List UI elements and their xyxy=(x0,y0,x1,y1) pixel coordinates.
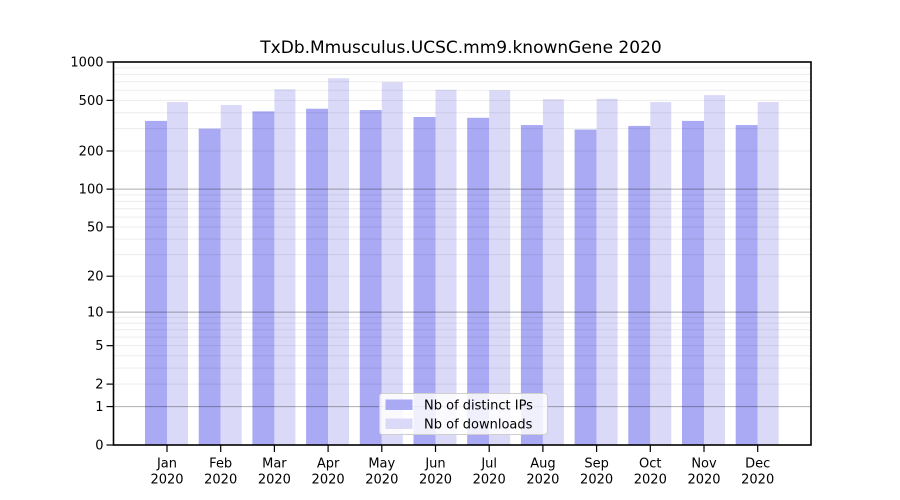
bar-may-distinct-ips xyxy=(359,110,382,446)
y-tick-label: 1000 xyxy=(70,56,103,71)
bar-jul-distinct-ips xyxy=(467,117,490,445)
bar-feb-distinct-ips xyxy=(198,128,221,445)
bar-mar-downloads xyxy=(274,89,296,446)
x-tick-label-month: Jun xyxy=(424,457,445,472)
bar-dec-downloads xyxy=(757,102,779,445)
x-tick-label-year: 2020 xyxy=(150,473,183,488)
bar-jan-downloads xyxy=(167,102,188,445)
bar-sep-downloads xyxy=(596,98,618,446)
x-tick-label-month: Oct xyxy=(639,457,661,472)
legend-label-downloads: Nb of downloads xyxy=(424,418,533,433)
x-tick-label-month: Feb xyxy=(209,457,232,472)
bar-jun-distinct-ips xyxy=(413,117,436,446)
bar-dec-distinct-ips xyxy=(735,125,758,446)
y-tick-label: 5 xyxy=(95,339,103,354)
x-tick-label-month: Nov xyxy=(691,457,717,472)
x-tick-label-month: Sep xyxy=(584,457,609,472)
y-tick-label: 2 xyxy=(95,378,103,393)
y-tick-label: 10 xyxy=(87,306,104,321)
ticks-layer: 10005002001005020105210Jan2020Feb2020Mar… xyxy=(70,56,774,488)
x-tick-label-year: 2020 xyxy=(741,473,774,488)
bar-aug-distinct-ips xyxy=(520,125,543,446)
x-tick-label-year: 2020 xyxy=(580,473,613,488)
y-tick-label: 500 xyxy=(79,94,104,109)
bar-feb-downloads xyxy=(220,104,242,445)
y-tick-label: 200 xyxy=(79,145,104,160)
x-tick-label-year: 2020 xyxy=(473,473,506,488)
y-tick-label: 20 xyxy=(87,270,104,285)
bar-mar-distinct-ips xyxy=(252,111,275,445)
x-tick-label-year: 2020 xyxy=(312,473,345,488)
legend-swatch-downloads xyxy=(385,418,413,429)
chart-title: TxDb.Mmusculus.UCSC.mm9.knownGene 2020 xyxy=(259,38,661,58)
bar-nov-downloads xyxy=(704,95,725,445)
x-tick-label-year: 2020 xyxy=(526,473,559,488)
y-tick-label: 1 xyxy=(95,400,103,415)
bar-apr-distinct-ips xyxy=(306,108,329,446)
legend-swatch-distinct-ips xyxy=(385,399,413,410)
plot-frame xyxy=(112,61,812,446)
x-tick-label-year: 2020 xyxy=(365,473,398,488)
bar-may-downloads xyxy=(381,82,403,446)
bars-layer xyxy=(145,78,779,446)
bar-aug-downloads xyxy=(542,99,564,446)
x-tick-label-year: 2020 xyxy=(687,473,720,488)
x-tick-label-year: 2020 xyxy=(204,473,237,488)
y-tick-label: 0 xyxy=(95,439,103,454)
bar-jun-downloads xyxy=(435,89,457,445)
x-tick-label-year: 2020 xyxy=(634,473,667,488)
x-tick-label-month: Dec xyxy=(745,457,770,472)
legend-label-distinct-ips: Nb of distinct IPs xyxy=(424,399,533,414)
x-tick-label-year: 2020 xyxy=(419,473,452,488)
x-tick-label-month: May xyxy=(368,457,395,472)
frame-layer xyxy=(112,61,812,446)
x-tick-label-month: Aug xyxy=(530,457,555,472)
bar-jan-distinct-ips xyxy=(145,120,167,445)
x-tick-label-month: Jan xyxy=(156,457,177,472)
bar-nov-distinct-ips xyxy=(682,120,704,445)
y-tick-label: 50 xyxy=(87,221,104,236)
x-tick-label-month: Apr xyxy=(317,457,340,472)
grid-layer xyxy=(113,67,811,408)
x-tick-label-year: 2020 xyxy=(258,473,291,488)
legend: Nb of distinct IPs Nb of downloads xyxy=(379,393,548,435)
bar-apr-downloads xyxy=(328,78,350,446)
bar-jul-downloads xyxy=(489,90,511,445)
x-tick-label-month: Mar xyxy=(262,457,287,472)
legend-box xyxy=(379,393,548,435)
bar-oct-distinct-ips xyxy=(628,125,651,446)
bar-oct-downloads xyxy=(650,102,672,445)
bar-sep-distinct-ips xyxy=(574,129,597,446)
y-tick-label: 100 xyxy=(79,183,104,198)
x-tick-label-month: Jul xyxy=(480,457,497,472)
